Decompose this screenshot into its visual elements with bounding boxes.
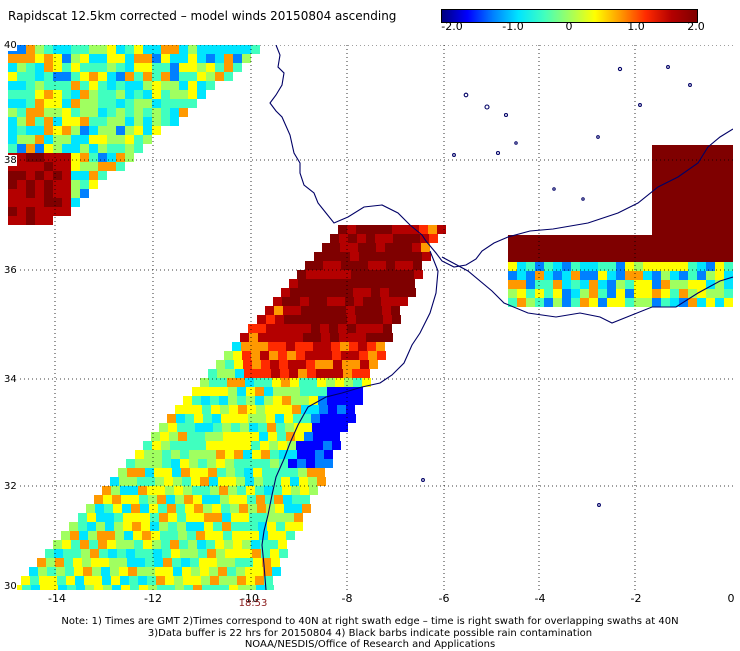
lon-label-4: -4 xyxy=(534,592,546,605)
footnote-line-3: NOAA/NESDIS/Office of Research and Appli… xyxy=(244,639,496,650)
lat-label-32: 32 xyxy=(4,481,17,492)
lon-label-8: -8 xyxy=(341,592,353,605)
lon-label-10: -10 xyxy=(241,592,259,605)
lat-label-30: 30 xyxy=(4,581,17,592)
lon-label-12: -12 xyxy=(144,592,162,605)
lon-label-0: 0 xyxy=(727,592,735,605)
map-title: Rapidscat 12.5km corrected – model winds… xyxy=(8,9,397,23)
lon-label-6: -6 xyxy=(438,592,450,605)
footnote-line-1: Note: 1) Times are GMT 2)Times correspon… xyxy=(61,616,679,627)
lon-label-2: -2 xyxy=(630,592,642,605)
footnote-line-2: 3)Data buffer is 22 hrs for 20150804 4) … xyxy=(147,628,593,639)
colorbar-tick-label: -2.0 xyxy=(441,20,463,33)
coastline xyxy=(261,45,733,590)
lat-label-40: 40 xyxy=(4,40,17,51)
wind-swath-cells xyxy=(8,45,733,590)
colorbar-tick-label: 2.0 xyxy=(687,20,705,33)
lon-label-14: -14 xyxy=(48,592,66,605)
colorbar-tick-label: 1.0 xyxy=(627,20,645,33)
graticule xyxy=(8,45,733,590)
wind-map-plot xyxy=(8,45,733,590)
lat-label-38: 38 xyxy=(4,155,17,166)
colorbar-tick-label: -1.0 xyxy=(502,20,524,33)
colorbar xyxy=(441,9,698,23)
lat-label-36: 36 xyxy=(4,265,17,276)
pass-time-label: 18:53 xyxy=(238,598,268,609)
lat-label-34: 34 xyxy=(4,374,17,385)
colorbar-tick-label: 0 xyxy=(565,20,573,33)
